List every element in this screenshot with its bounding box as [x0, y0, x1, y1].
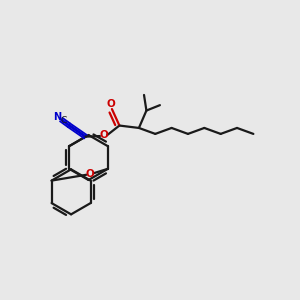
Text: O: O: [85, 169, 94, 179]
Text: O: O: [99, 130, 108, 140]
Text: N: N: [54, 112, 62, 122]
Text: C: C: [61, 116, 67, 125]
Text: O: O: [106, 99, 115, 109]
